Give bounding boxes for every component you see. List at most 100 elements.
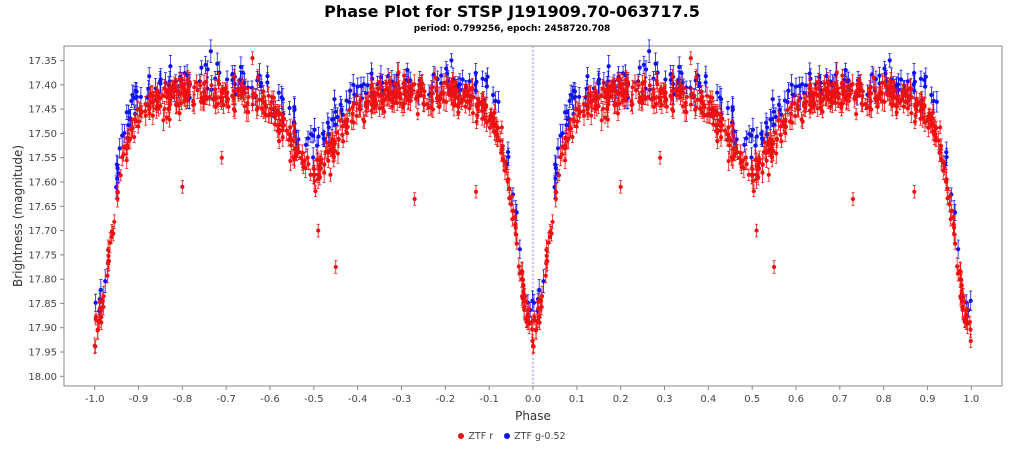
data-point-ztf-g <box>308 125 313 143</box>
data-point-ztf-r <box>275 124 280 138</box>
data-point-ztf-g <box>205 60 210 79</box>
data-point-ztf-r <box>908 78 913 99</box>
data-point-ztf-g <box>449 53 454 68</box>
data-point-ztf-r <box>730 119 735 132</box>
data-point-ztf-g <box>749 147 754 168</box>
x-tick-label: -0.6 <box>260 394 280 405</box>
data-point-ztf-g <box>168 55 173 78</box>
data-point-ztf-r <box>729 131 734 151</box>
data-point-ztf-r <box>616 72 621 86</box>
y-tick-label: 17.45 <box>28 105 57 116</box>
data-point-ztf-g <box>158 73 163 95</box>
y-tick-label: 17.40 <box>28 80 57 91</box>
data-point-ztf-r <box>415 108 420 121</box>
data-point-ztf-g <box>215 52 220 75</box>
data-point-ztf-r <box>192 79 197 95</box>
data-point-ztf-r <box>700 94 705 113</box>
data-point-ztf-r <box>207 88 212 106</box>
data-point-ztf-g <box>725 101 730 115</box>
data-point-ztf-g <box>637 60 642 75</box>
data-point-ztf-g <box>405 62 410 78</box>
data-point-ztf-r <box>871 67 876 88</box>
data-point-ztf-r <box>255 69 261 86</box>
data-point-ztf-g <box>677 56 682 78</box>
data-point-ztf-g <box>730 97 735 122</box>
x-tick-label: -1.0 <box>85 394 105 405</box>
data-point-ztf-g <box>358 76 364 96</box>
data-point-ztf-g <box>473 63 478 83</box>
data-point-ztf-r <box>848 82 853 99</box>
data-point-ztf-r <box>581 96 586 112</box>
y-tick-label: 17.95 <box>28 348 57 359</box>
data-point-ztf-g <box>126 104 131 120</box>
legend-label-ztf-g: ZTF g-0.52 <box>514 431 566 442</box>
data-point-ztf-g <box>568 84 574 105</box>
x-tick-label: -0.4 <box>348 394 368 405</box>
data-point-ztf-g <box>843 62 848 78</box>
data-point-ztf-r <box>470 103 476 123</box>
data-point-ztf-g <box>147 67 152 86</box>
data-point-ztf-g <box>276 84 281 102</box>
data-point-ztf-r <box>803 98 808 117</box>
chart-title: Phase Plot for STSP J191909.70-063717.5 <box>324 2 700 21</box>
legend-marker-ztf-r <box>458 432 465 439</box>
data-point-ztf-r <box>864 99 870 117</box>
data-point-ztf-r <box>684 102 689 122</box>
data-point-ztf-r <box>132 131 137 143</box>
data-point-ztf-g <box>493 91 498 111</box>
data-point-ztf-r <box>947 189 953 203</box>
data-point-ztf-r <box>821 92 826 106</box>
x-tick-label: 0.7 <box>832 394 848 405</box>
data-point-ztf-r <box>570 131 575 143</box>
data-point-ztf-r <box>362 114 367 129</box>
x-axis-ticks: -1.0 -0.9 -0.8 -0.7 -0.6 -0.5 -0.4 -0.3 -0.2 -0.1… <box>85 386 979 405</box>
y-tick-label: 17.85 <box>28 299 57 310</box>
data-point-ztf-r <box>162 101 167 117</box>
legend: ZTF r ZTF g-0.52 <box>0 431 1024 442</box>
y-tick-label: 17.55 <box>28 153 57 164</box>
data-point-ztf-g <box>771 116 776 133</box>
data-point-ztf-g <box>480 70 485 87</box>
data-point-ztf-g <box>647 39 652 63</box>
data-point-ztf-g <box>564 104 569 120</box>
x-tick-label: -0.2 <box>436 394 456 405</box>
data-point-ztf-r <box>470 78 475 99</box>
data-point-ztf-r <box>246 102 251 122</box>
x-tick-label: 0.2 <box>613 394 629 405</box>
data-point-ztf-g <box>351 74 356 96</box>
x-tick-label: 0.9 <box>920 394 936 405</box>
data-point-ztf-g <box>541 269 546 294</box>
data-point-ztf-g <box>744 130 749 147</box>
data-point-ztf-g <box>133 82 138 100</box>
y-tick-label: 18.00 <box>28 372 57 383</box>
data-point-ztf-r <box>143 96 148 112</box>
y-tick-label: 17.80 <box>28 275 57 286</box>
data-point-ztf-r <box>856 77 862 96</box>
data-point-ztf-r <box>468 93 473 107</box>
y-tick-label: 17.60 <box>28 178 57 189</box>
x-tick-label: 1.0 <box>963 394 979 405</box>
data-point-ztf-r <box>276 105 281 120</box>
y-tick-label: 17.35 <box>28 56 57 67</box>
x-tick-label: 0.3 <box>657 394 673 405</box>
data-point-ztf-g <box>877 66 882 85</box>
data-point-ztf-g <box>887 53 892 68</box>
data-point-ztf-r <box>636 75 641 96</box>
data-point-ztf-r <box>854 108 859 121</box>
data-point-ztf-r <box>272 117 278 131</box>
data-point-ztf-r <box>158 98 163 115</box>
data-point-ztf-g <box>287 101 292 115</box>
data-point-ztf-r <box>543 268 548 284</box>
data-point-ztf-r <box>718 119 723 141</box>
data-point-ztf-g <box>763 112 769 133</box>
data-point-ztf-g <box>770 89 775 109</box>
data-point-ztf-r <box>500 138 505 154</box>
data-point-ztf-g <box>537 279 542 301</box>
data-point-ztf-g <box>747 125 752 143</box>
data-point-ztf-r <box>788 101 794 114</box>
data-point-ztf-g <box>585 67 590 86</box>
x-tick-label: 0.5 <box>744 394 760 405</box>
data-point-ztf-r <box>242 99 247 114</box>
legend-item-ztf-g: ZTF g-0.52 <box>504 431 566 442</box>
data-point-ztf-r <box>800 114 805 129</box>
